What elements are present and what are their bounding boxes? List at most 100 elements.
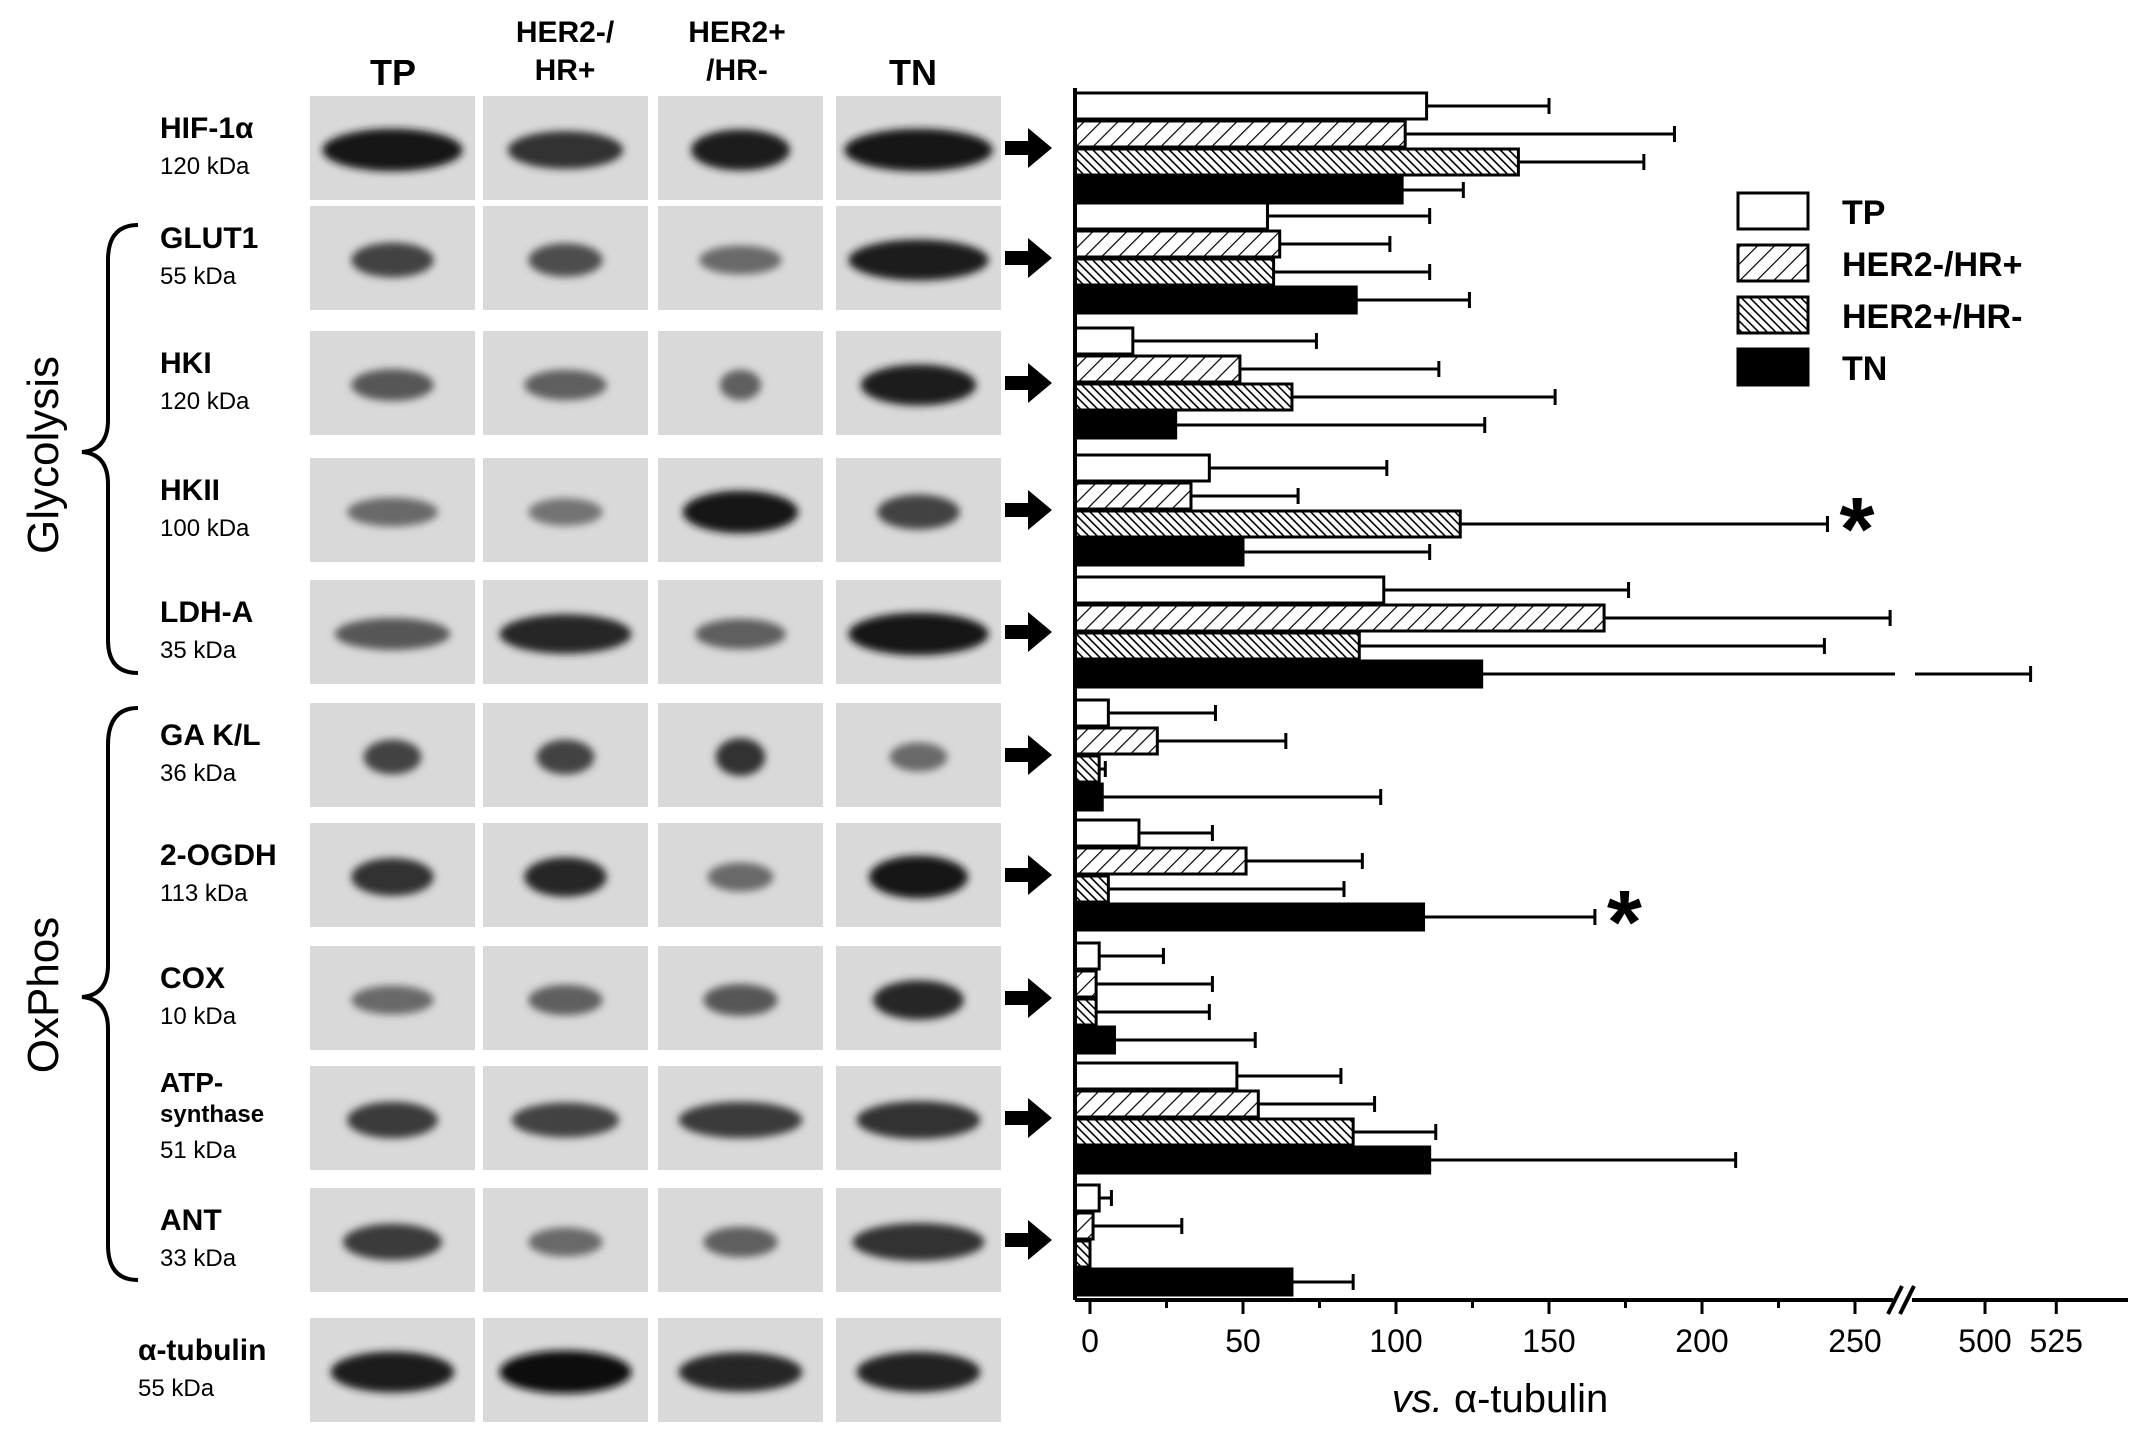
bar-1-0 <box>1073 201 1269 231</box>
blot-panel-7-2 <box>658 946 823 1050</box>
row-arrow-9 <box>1005 1220 1052 1260</box>
protein-labels: HIF-1α 120 kDa GLUT1 55 kDa HKI 120 kDa HKII 10… <box>138 112 277 1402</box>
blot-panel-4-3 <box>836 580 1001 684</box>
blot-panel-4-0 <box>310 580 475 684</box>
bar-5-3 <box>1073 782 1104 812</box>
legend-label-2: HER2+/HR- <box>1842 298 2022 336</box>
protein-kda-5: 36 kDa <box>160 760 237 787</box>
blot-band-0-3 <box>844 128 993 172</box>
protein-kda-9: 33 kDa <box>160 1245 237 1272</box>
significance-star-0: * <box>1839 480 1874 580</box>
glycolysis-bracket <box>81 223 139 675</box>
protein-kda-6: 113 kDa <box>160 880 248 907</box>
bar-0-2 <box>1073 147 1520 177</box>
row-arrow-2 <box>1005 363 1052 403</box>
bar-7-3 <box>1073 1025 1116 1055</box>
blot-band-3-1 <box>528 498 603 526</box>
x-tick-label-6: 500 <box>1958 1323 2011 1359</box>
blot-band-3-2 <box>682 490 799 534</box>
legend-label-0: TP <box>1842 194 1885 232</box>
protein-kda-4: 35 kDa <box>160 637 237 664</box>
legend-label-1: HER2-/HR+ <box>1842 246 2022 284</box>
column-header-tp: TP <box>370 52 416 93</box>
blot-panel-10-1 <box>483 1318 648 1422</box>
blot-band-5-1 <box>536 739 595 775</box>
bar-8-1 <box>1073 1089 1260 1119</box>
blot-panel-10-3 <box>836 1318 1001 1422</box>
bar-3-0 <box>1073 453 1211 483</box>
blot-panel-2-0 <box>310 331 475 435</box>
protein-name-0: HIF-1α <box>160 112 254 145</box>
bar-4-2 <box>1073 631 1361 661</box>
blot-band-5-0 <box>363 739 422 775</box>
blot-band-7-2 <box>703 984 778 1016</box>
blot-band-1-1 <box>528 243 603 277</box>
bar-2-3 <box>1073 410 1178 440</box>
blot-panel-4-1 <box>483 580 648 684</box>
blot-panel-8-1 <box>483 1066 648 1170</box>
column-header-her2neg-hrpos-line1: HER2-/ <box>516 16 615 49</box>
protein-name-2: HKI <box>160 347 212 380</box>
blot-panel-0-3 <box>836 96 1001 200</box>
blot-band-6-2 <box>707 862 774 892</box>
blot-panel-5-2 <box>658 703 823 807</box>
blot-panel-0-0 <box>310 96 475 200</box>
blot-band-0-0 <box>322 128 463 172</box>
blot-band-9-2 <box>703 1226 778 1258</box>
legend-swatch-2 <box>1736 295 1810 335</box>
legend-label-3: TN <box>1842 350 1887 388</box>
axis-break-mark-1 <box>1886 1285 1904 1315</box>
protein-name-3: HKII <box>160 474 220 507</box>
blot-band-10-1 <box>499 1350 632 1394</box>
blot-band-8-0 <box>347 1101 438 1139</box>
protein-kda-8: 51 kDa <box>160 1137 237 1164</box>
bar-7-1 <box>1073 969 1098 999</box>
bar-chart: * * 0 50 100 150 200 250 500 525 vs. α-tubulin <box>1073 88 2128 1421</box>
row-arrow-4 <box>1005 612 1052 652</box>
bar-9-0 <box>1073 1183 1101 1213</box>
bar-3-1 <box>1073 481 1193 511</box>
protein-name-10: α-tubulin <box>138 1334 266 1367</box>
column-header-her2pos-hrneg-line1: HER2+ <box>688 16 786 49</box>
blot-panel-7-1 <box>483 946 648 1050</box>
row-arrow-0 <box>1005 128 1052 168</box>
blot-panel-0-1 <box>483 96 648 200</box>
row-arrows <box>1005 128 1052 1260</box>
blot-band-4-2 <box>695 618 786 650</box>
blot-panel-9-1 <box>483 1188 648 1292</box>
blot-panel-5-1 <box>483 703 648 807</box>
bar-0-0 <box>1073 91 1429 121</box>
blot-band-8-1 <box>511 1102 620 1138</box>
oxphos-label: OxPhos <box>19 917 68 1074</box>
blot-band-7-3 <box>873 980 964 1020</box>
bar-3-3 <box>1073 537 1245 567</box>
blot-panel-3-0 <box>310 458 475 562</box>
bar-0-3 <box>1073 175 1404 205</box>
protein-kda-3: 100 kDa <box>160 515 250 542</box>
blot-band-1-2 <box>699 245 782 275</box>
bar-1-3 <box>1073 285 1358 315</box>
blot-panel-6-2 <box>658 823 823 927</box>
bar-2-1 <box>1073 354 1242 384</box>
protein-name-4: LDH-A <box>160 596 253 629</box>
blot-band-0-1 <box>507 131 624 169</box>
legend-swatch-3 <box>1736 347 1810 387</box>
bar-2-2 <box>1073 382 1294 412</box>
protein-kda-0: 120 kDa <box>160 153 250 180</box>
axis-break-mark-2 <box>1898 1285 1916 1315</box>
bar-5-1 <box>1073 726 1159 756</box>
blot-band-9-3 <box>852 1223 985 1261</box>
protein-name-1: GLUT1 <box>160 222 258 255</box>
protein-name-7: COX <box>160 962 225 995</box>
protein-name-9: ANT <box>160 1204 222 1237</box>
bar-1-1 <box>1073 229 1282 259</box>
blot-band-4-1 <box>499 614 632 654</box>
blot-panel-2-1 <box>483 331 648 435</box>
bar-6-1 <box>1073 846 1248 876</box>
blot-panel-1-2 <box>658 206 823 310</box>
blot-panel-0-2 <box>658 96 823 200</box>
x-axis-label: vs. α-tubulin <box>1392 1377 1609 1421</box>
column-header-her2pos-hrneg-line2: /HR- <box>706 54 768 87</box>
x-tick-label-0: 0 <box>1081 1323 1099 1359</box>
oxphos-bracket <box>81 706 139 1282</box>
